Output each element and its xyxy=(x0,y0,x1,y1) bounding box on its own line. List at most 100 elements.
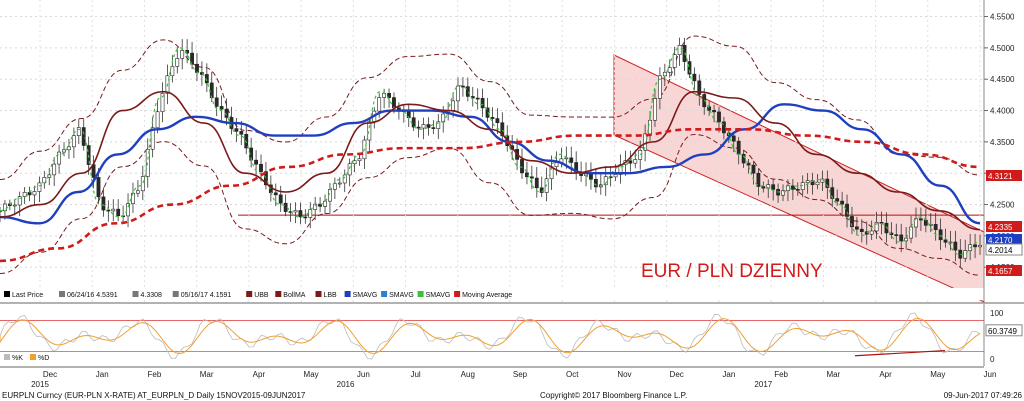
legend-strip xyxy=(0,288,984,300)
price-body xyxy=(854,226,859,230)
price-body xyxy=(554,162,559,168)
price-body xyxy=(569,157,574,163)
price-body xyxy=(613,174,618,178)
osc-tick-label: 100 xyxy=(990,309,1004,318)
price-body xyxy=(17,196,22,206)
x-month-label: Dec xyxy=(670,370,684,379)
divergence-line xyxy=(854,349,946,357)
price-body xyxy=(712,110,716,113)
series-line-moving-average xyxy=(0,128,981,263)
oscillator-panel xyxy=(0,304,984,366)
value-tag: 4.2170 xyxy=(988,236,1013,245)
price-body xyxy=(273,192,278,196)
price-body xyxy=(485,107,490,118)
price-body xyxy=(761,186,766,189)
price-body xyxy=(436,121,441,129)
value-tag-box xyxy=(986,265,1022,276)
x-month-label: May xyxy=(304,370,319,379)
price-body xyxy=(456,85,460,102)
price-body xyxy=(653,98,657,121)
price-body xyxy=(544,178,549,193)
legend-entry: Last Price xyxy=(12,292,43,299)
price-body xyxy=(175,58,180,67)
price-body xyxy=(71,135,76,148)
price-body xyxy=(293,210,298,213)
price-body xyxy=(657,75,662,99)
price-body xyxy=(480,98,485,109)
price-body xyxy=(328,189,332,202)
value-tag-box xyxy=(986,221,1022,232)
price-body xyxy=(953,241,958,251)
legend-entry: Moving Average xyxy=(462,292,512,299)
price-body xyxy=(756,172,761,187)
x-year-label: 2016 xyxy=(337,380,355,389)
legend-swatch xyxy=(59,291,65,297)
price-body xyxy=(702,94,707,108)
price-body xyxy=(234,128,239,132)
footer-left: EURPLN Curncy (EUR-PLN X-RATE) AT_EURPLN… xyxy=(2,391,306,400)
legend-entry: UBB xyxy=(254,292,269,299)
osc-tick-label: 0 xyxy=(990,355,995,364)
osc-value-tag-box xyxy=(985,324,1023,337)
main-plot-area xyxy=(0,0,984,302)
legend-entry: SMAVG xyxy=(389,292,414,299)
price-body xyxy=(795,189,800,191)
legend-swatch xyxy=(315,291,322,297)
price-body xyxy=(318,203,323,207)
x-month-label: Nov xyxy=(617,370,631,379)
price-body xyxy=(943,239,948,243)
chart-annotation: EUR / PLN DZIENNY xyxy=(641,261,823,282)
price-body xyxy=(845,203,849,217)
legend-swatch xyxy=(172,291,179,297)
legend-swatch xyxy=(417,291,424,297)
price-body xyxy=(62,149,66,153)
price-body xyxy=(12,204,17,207)
price-body xyxy=(766,184,771,189)
price-body xyxy=(884,222,889,234)
price-body xyxy=(697,80,702,95)
price-body xyxy=(239,131,244,135)
price-body xyxy=(677,44,682,55)
x-month-label: Jan xyxy=(96,370,109,379)
price-body xyxy=(633,159,638,164)
legend-swatch xyxy=(454,291,461,297)
price-body xyxy=(475,97,480,100)
price-body xyxy=(204,74,209,84)
short-sma-line xyxy=(0,47,981,256)
price-body xyxy=(342,174,347,184)
series-line-smavg xyxy=(0,103,981,225)
legend-entry: 4.3308 xyxy=(141,292,163,299)
price-body xyxy=(160,93,165,113)
price-body xyxy=(209,82,214,99)
y-tick-label: 4.3500 xyxy=(990,138,1015,147)
price-body xyxy=(933,224,938,231)
price-body xyxy=(963,250,968,259)
price-body xyxy=(387,93,391,98)
x-month-label: Oct xyxy=(566,370,579,379)
value-tag: 4.3121 xyxy=(988,172,1013,181)
price-body xyxy=(431,127,436,129)
price-body xyxy=(717,111,721,123)
price-body xyxy=(96,177,101,198)
price-body xyxy=(534,177,539,189)
legend-swatch xyxy=(344,291,351,297)
price-body xyxy=(520,159,524,174)
price-body xyxy=(840,200,845,205)
price-body xyxy=(731,135,736,142)
price-body xyxy=(672,54,677,68)
osc-legend-entry: %D xyxy=(38,355,49,362)
price-body xyxy=(938,229,943,241)
legend-entry: BollMA xyxy=(283,292,306,299)
x-month-label: Dec xyxy=(43,370,57,379)
price-body xyxy=(377,97,382,112)
x-month-label: Apr xyxy=(253,370,266,379)
legend-entry: LBB xyxy=(324,292,338,299)
x-month-label: Jun xyxy=(984,370,997,379)
price-body xyxy=(751,164,756,174)
y-tick-label: 4.5000 xyxy=(990,44,1015,53)
price-body xyxy=(529,176,534,179)
price-body xyxy=(347,163,352,176)
price-body xyxy=(899,234,904,242)
price-body xyxy=(392,97,396,109)
